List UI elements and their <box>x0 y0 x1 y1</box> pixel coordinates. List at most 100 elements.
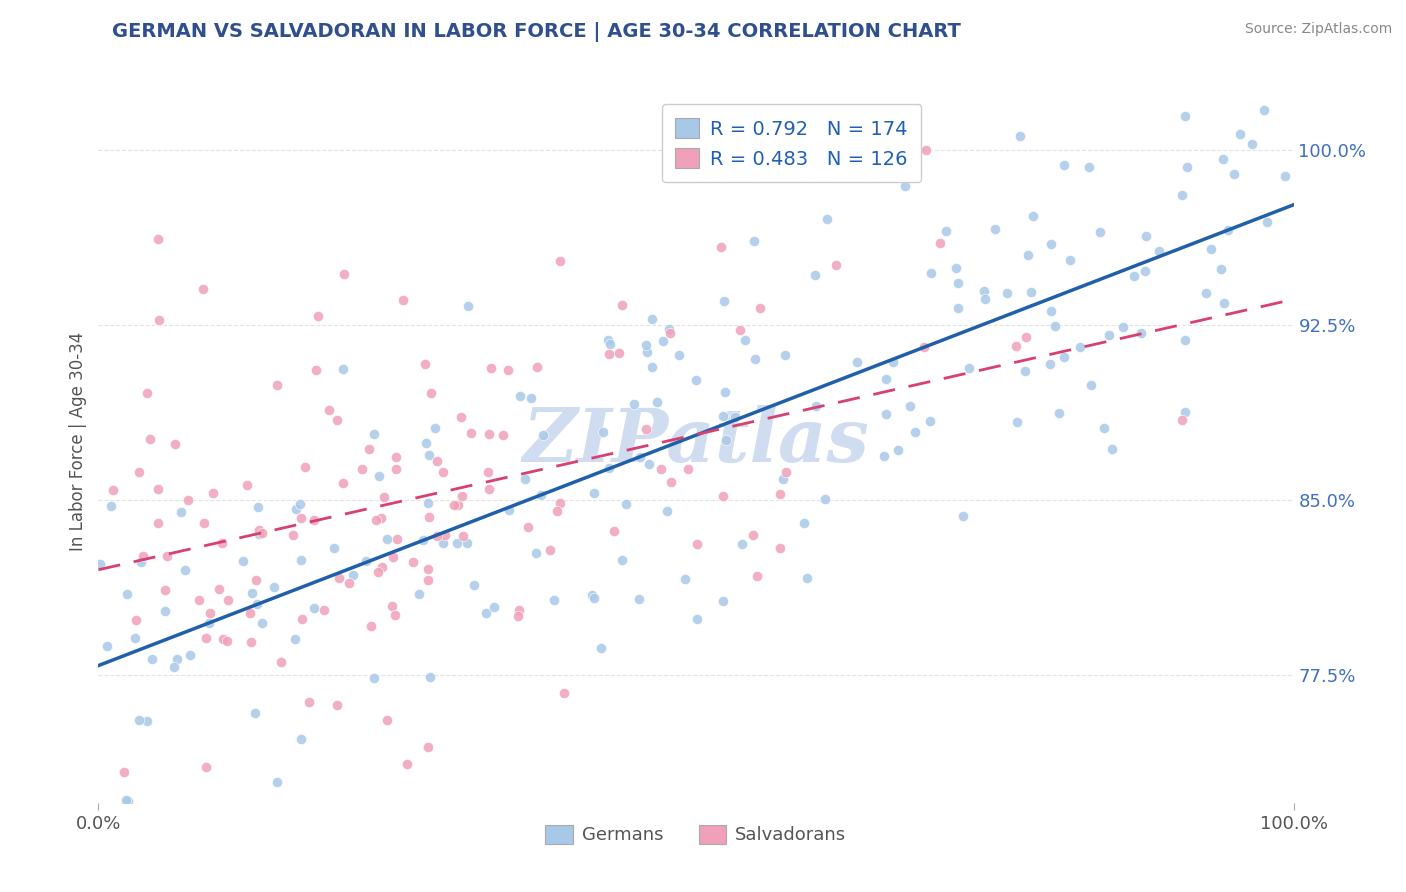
Point <box>281 527 304 541</box>
Point <box>1047 406 1070 420</box>
Point <box>686 612 709 626</box>
Point <box>1170 188 1192 202</box>
Point <box>211 536 233 550</box>
Point <box>1010 129 1032 144</box>
Point <box>432 466 454 480</box>
Point <box>599 337 621 351</box>
Point <box>1043 318 1066 333</box>
Point <box>1256 215 1278 229</box>
Point <box>477 465 499 479</box>
Point <box>484 599 506 614</box>
Point <box>714 434 737 448</box>
Point <box>288 497 311 511</box>
Point <box>194 760 217 774</box>
Point <box>193 516 215 530</box>
Point <box>368 469 391 483</box>
Point <box>742 234 765 248</box>
Point <box>443 498 465 512</box>
Point <box>882 354 904 368</box>
Point <box>1201 242 1223 256</box>
Point <box>775 348 797 362</box>
Point <box>515 471 537 485</box>
Point <box>612 553 634 567</box>
Point <box>634 422 657 436</box>
Point <box>200 606 222 620</box>
Point <box>814 491 837 506</box>
Point <box>1005 339 1028 353</box>
Point <box>217 593 239 607</box>
Point <box>450 489 472 503</box>
Point <box>1195 286 1218 301</box>
Point <box>546 504 568 518</box>
Point <box>845 354 868 368</box>
Point <box>396 756 419 771</box>
Point <box>915 143 938 157</box>
Point <box>641 359 664 374</box>
Point <box>318 403 340 417</box>
Point <box>188 593 211 607</box>
Point <box>543 593 565 607</box>
Point <box>392 293 415 307</box>
Point <box>1017 248 1039 262</box>
Point <box>659 475 682 489</box>
Point <box>655 504 678 518</box>
Point <box>1135 228 1157 243</box>
Point <box>328 571 350 585</box>
Point <box>377 713 399 727</box>
Point <box>742 528 765 542</box>
Point <box>659 326 682 340</box>
Point <box>412 533 434 548</box>
Point <box>1229 127 1251 141</box>
Point <box>548 496 571 510</box>
Point <box>1039 303 1062 318</box>
Point <box>1014 364 1036 378</box>
Point <box>686 537 709 551</box>
Point <box>875 372 897 386</box>
Point <box>240 635 263 649</box>
Point <box>419 385 441 400</box>
Point <box>775 465 797 479</box>
Point <box>148 312 170 326</box>
Point <box>460 425 482 440</box>
Point <box>1133 264 1156 278</box>
Point <box>382 550 405 565</box>
Point <box>1039 357 1062 371</box>
Point <box>385 461 408 475</box>
Point <box>354 554 377 568</box>
Point <box>250 615 273 630</box>
Point <box>898 400 921 414</box>
Point <box>250 526 273 541</box>
Point <box>418 448 440 462</box>
Point <box>153 604 176 618</box>
Point <box>647 394 669 409</box>
Point <box>139 432 162 446</box>
Point <box>747 569 769 583</box>
Point <box>446 535 468 549</box>
Point <box>202 486 225 500</box>
Point <box>416 739 439 754</box>
Point <box>302 513 325 527</box>
Point <box>366 513 388 527</box>
Point <box>1213 296 1236 310</box>
Point <box>508 603 530 617</box>
Point <box>875 407 897 421</box>
Point <box>533 428 555 442</box>
Point <box>432 536 454 550</box>
Point <box>498 503 520 517</box>
Point <box>314 602 336 616</box>
Point <box>929 236 952 251</box>
Point <box>496 363 519 377</box>
Point <box>772 472 794 486</box>
Point <box>1059 253 1081 268</box>
Point <box>973 284 995 298</box>
Point <box>128 713 150 727</box>
Point <box>416 573 439 587</box>
Point <box>124 631 146 645</box>
Y-axis label: In Labor Force | Age 30-34: In Labor Force | Age 30-34 <box>69 332 87 551</box>
Point <box>517 520 540 534</box>
Point <box>602 524 624 538</box>
Point <box>1174 333 1197 347</box>
Point <box>824 258 846 272</box>
Point <box>804 399 827 413</box>
Point <box>1069 340 1091 354</box>
